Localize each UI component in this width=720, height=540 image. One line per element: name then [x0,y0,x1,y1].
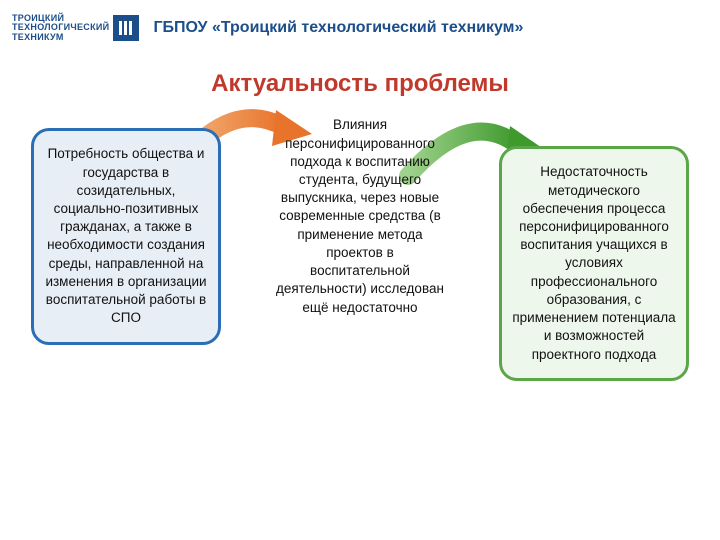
page-title: Актуальность проблемы [0,70,720,98]
columns-container: Потребность общества и государства в соз… [0,102,720,380]
logo-line3: ТЕХНИКУМ [12,33,109,42]
org-title: ГБПОУ «Троицкий технологический техникум… [153,19,523,37]
column-mid: Влияния персонифицированного подхода к в… [265,102,455,330]
logo-icon [113,15,139,41]
column-right: Недостаточность методического обеспечени… [499,146,689,380]
logo: ТРОИЦКИЙ ТЕХНОЛОГИЧЕСКИЙ ТЕХНИКУМ [12,14,139,42]
logo-text: ТРОИЦКИЙ ТЕХНОЛОГИЧЕСКИЙ ТЕХНИКУМ [12,14,109,42]
header: ТРОИЦКИЙ ТЕХНОЛОГИЧЕСКИЙ ТЕХНИКУМ ГБПОУ … [0,0,720,48]
column-left: Потребность общества и государства в соз… [31,128,221,344]
